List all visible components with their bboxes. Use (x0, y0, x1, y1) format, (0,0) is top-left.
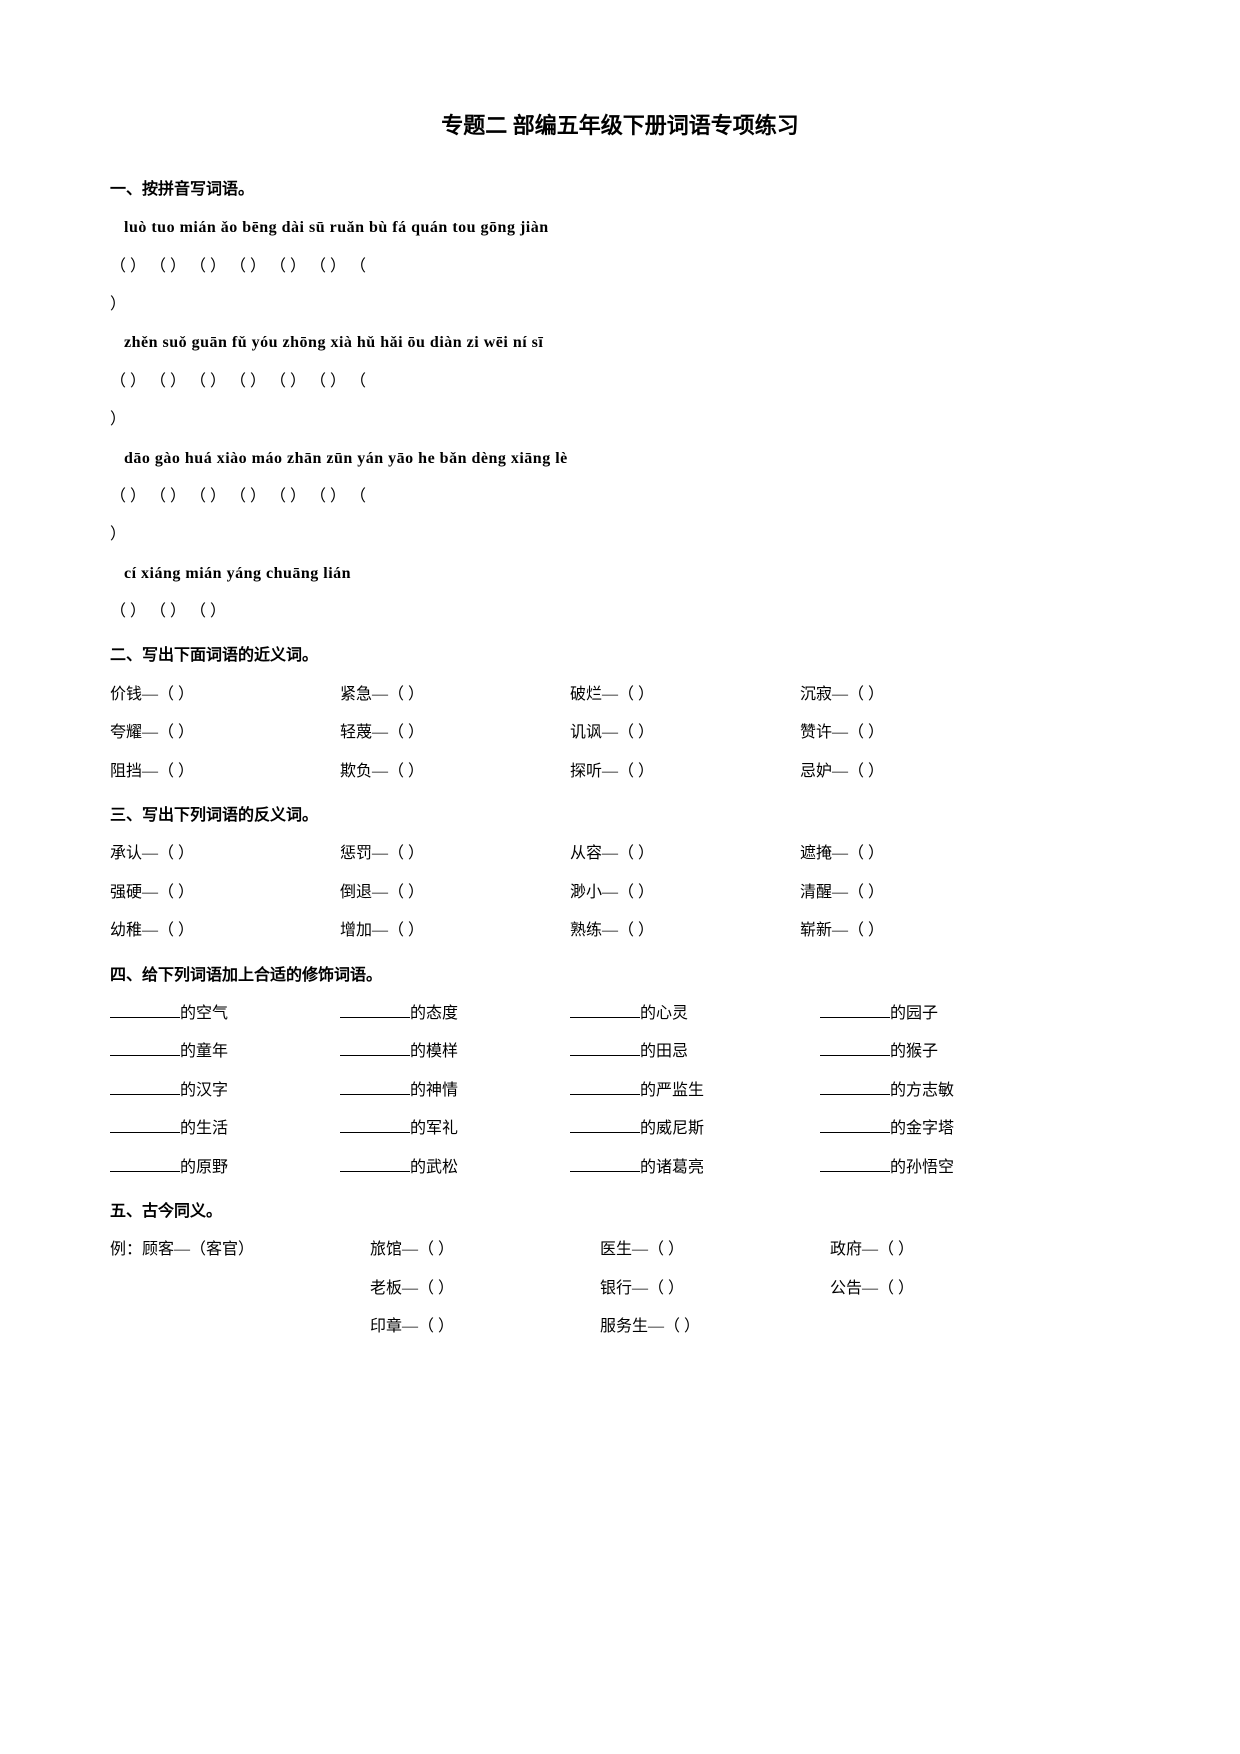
paren-row-4: （ ） （ ） （ ） (110, 593, 1130, 631)
s2-cell: 轻蔑—（ ） (340, 714, 570, 752)
s5-cell: 医生—（ ） (600, 1231, 830, 1269)
section-1-header: 一、按拼音写词语。 (110, 171, 1130, 209)
s3-cell: 倒退—（ ） (340, 874, 570, 912)
page-title: 专题二 部编五年级下册词语专项练习 (110, 100, 1130, 153)
s4-cell: 的原野 (110, 1149, 340, 1187)
s4-cell: 的神情 (340, 1072, 570, 1110)
paren-row-2a: （ ） （ ） （ ） （ ） （ ） （ ） （ (110, 363, 1130, 401)
s4-cell: 的生活 (110, 1110, 340, 1148)
pinyin-row-4: cí xiáng mián yáng chuāng lián (124, 555, 1130, 593)
s4-row-2: 的童年 的模样 的田忌 的猴子 (110, 1033, 1130, 1071)
s5-row-3: 印章—（ ） 服务生—（ ） (110, 1308, 1130, 1346)
s3-cell: 承认—（ ） (110, 835, 340, 873)
s4-cell: 的园子 (820, 995, 938, 1033)
s5-cell: 银行—（ ） (600, 1270, 830, 1308)
s2-cell: 欺负—（ ） (340, 753, 570, 791)
s4-cell: 的方志敏 (820, 1072, 954, 1110)
s5-cell: 服务生—（ ） (600, 1308, 830, 1346)
s4-cell: 的模样 (340, 1033, 570, 1071)
s3-cell: 崭新—（ ） (800, 912, 884, 950)
s4-cell: 的诸葛亮 (570, 1149, 820, 1187)
section-5-header: 五、古今同义。 (110, 1193, 1130, 1231)
paren-row-1a: （ ） （ ） （ ） （ ） （ ） （ ） （ (110, 248, 1130, 286)
section-2-header: 二、写出下面词语的近义词。 (110, 637, 1130, 675)
s5-cell: 老板—（ ） (370, 1270, 600, 1308)
s2-cell: 夸耀—（ ） (110, 714, 340, 752)
s2-row-1: 价钱—（ ） 紧急—（ ） 破烂—（ ） 沉寂—（ ） (110, 676, 1130, 714)
s5-row-1: 例：顾客—（客官） 旅馆—（ ） 医生—（ ） 政府—（ ） (110, 1231, 1130, 1269)
s4-cell: 的猴子 (820, 1033, 938, 1071)
s3-cell: 增加—（ ） (340, 912, 570, 950)
s5-example: 例：顾客—（客官） (110, 1231, 370, 1269)
s4-row-4: 的生活 的军礼 的威尼斯 的金字塔 (110, 1110, 1130, 1148)
s2-cell: 忌妒—（ ） (800, 753, 884, 791)
paren-row-3a: （ ） （ ） （ ） （ ） （ ） （ ） （ (110, 478, 1130, 516)
s2-cell: 紧急—（ ） (340, 676, 570, 714)
s2-cell: 讥讽—（ ） (570, 714, 800, 752)
s3-row-3: 幼稚—（ ） 增加—（ ） 熟练—（ ） 崭新—（ ） (110, 912, 1130, 950)
s2-cell: 探听—（ ） (570, 753, 800, 791)
s3-cell: 幼稚—（ ） (110, 912, 340, 950)
s2-row-3: 阻挡—（ ） 欺负—（ ） 探听—（ ） 忌妒—（ ） (110, 753, 1130, 791)
s4-cell: 的武松 (340, 1149, 570, 1187)
s4-row-3: 的汉字 的神情 的严监生 的方志敏 (110, 1072, 1130, 1110)
s4-cell: 的空气 (110, 995, 340, 1033)
s2-cell: 阻挡—（ ） (110, 753, 340, 791)
section-3-header: 三、写出下列词语的反义词。 (110, 797, 1130, 835)
s2-cell: 赞许—（ ） (800, 714, 884, 752)
s4-cell: 的威尼斯 (570, 1110, 820, 1148)
s3-cell: 渺小—（ ） (570, 874, 800, 912)
s2-row-2: 夸耀—（ ） 轻蔑—（ ） 讥讽—（ ） 赞许—（ ） (110, 714, 1130, 752)
s3-cell: 从容—（ ） (570, 835, 800, 873)
s3-row-2: 强硬—（ ） 倒退—（ ） 渺小—（ ） 清醒—（ ） (110, 874, 1130, 912)
s2-cell: 价钱—（ ） (110, 676, 340, 714)
s5-cell: 政府—（ ） (830, 1231, 914, 1269)
s3-row-1: 承认—（ ） 惩罚—（ ） 从容—（ ） 遮掩—（ ） (110, 835, 1130, 873)
pinyin-row-3: dāo gào huá xiào máo zhān zūn yán yāo he… (124, 440, 1130, 478)
s4-cell: 的汉字 (110, 1072, 340, 1110)
s5-row-2: 老板—（ ） 银行—（ ） 公告—（ ） (110, 1270, 1130, 1308)
s4-cell: 的童年 (110, 1033, 340, 1071)
s5-cell: 印章—（ ） (370, 1308, 600, 1346)
s3-cell: 强硬—（ ） (110, 874, 340, 912)
s2-cell: 破烂—（ ） (570, 676, 800, 714)
s4-cell: 的心灵 (570, 995, 820, 1033)
s3-cell: 清醒—（ ） (800, 874, 884, 912)
s4-cell: 的金字塔 (820, 1110, 954, 1148)
s4-cell: 的严监生 (570, 1072, 820, 1110)
paren-row-2b: ） (110, 401, 1130, 439)
paren-row-1b: ） (110, 286, 1130, 324)
s4-cell: 的田忌 (570, 1033, 820, 1071)
s4-cell: 的军礼 (340, 1110, 570, 1148)
s3-cell: 惩罚—（ ） (340, 835, 570, 873)
s4-cell: 的孙悟空 (820, 1149, 954, 1187)
section-4-header: 四、给下列词语加上合适的修饰词语。 (110, 957, 1130, 995)
s5-cell: 公告—（ ） (830, 1270, 914, 1308)
s4-row-5: 的原野 的武松 的诸葛亮 的孙悟空 (110, 1149, 1130, 1187)
pinyin-row-1: luò tuo mián ǎo bēng dài sū ruǎn bù fá q… (124, 209, 1130, 247)
s2-cell: 沉寂—（ ） (800, 676, 884, 714)
s4-cell: 的态度 (340, 995, 570, 1033)
pinyin-row-2: zhěn suǒ guān fǔ yóu zhōng xià hǔ hǎi ōu… (124, 324, 1130, 362)
s3-cell: 遮掩—（ ） (800, 835, 884, 873)
s3-cell: 熟练—（ ） (570, 912, 800, 950)
s5-cell: 旅馆—（ ） (370, 1231, 600, 1269)
paren-row-3b: ） (110, 516, 1130, 554)
s4-row-1: 的空气 的态度 的心灵 的园子 (110, 995, 1130, 1033)
